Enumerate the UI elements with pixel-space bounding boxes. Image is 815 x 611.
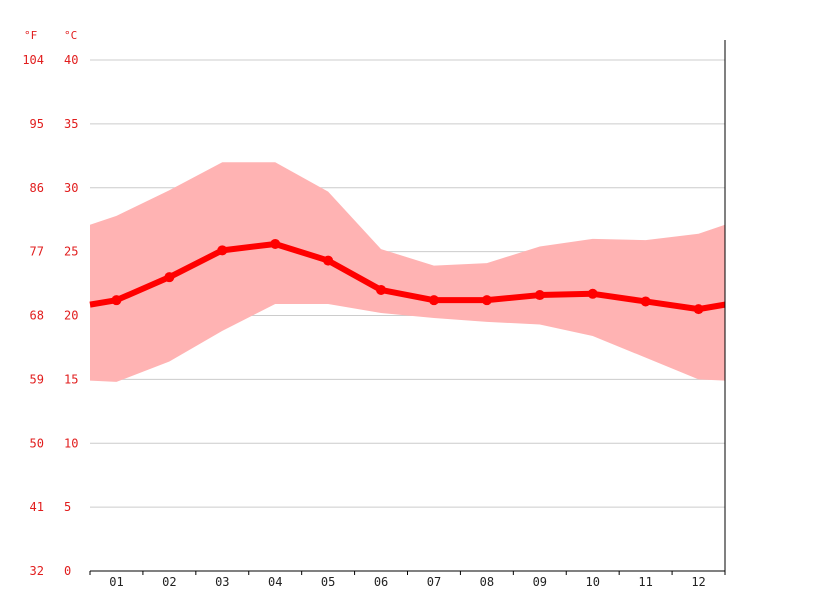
average-temperature-point: [111, 295, 122, 306]
average-temperature-point: [323, 255, 334, 266]
x-tick-month: 07: [427, 575, 441, 589]
y-tick-fahrenheit: 104: [22, 53, 44, 67]
x-tick-month: 02: [162, 575, 176, 589]
average-temperature-point: [693, 304, 704, 315]
x-tick-month: 04: [268, 575, 282, 589]
x-tick-month: 10: [585, 575, 599, 589]
average-temperature-line: [89, 240, 726, 313]
x-tick-month: 03: [215, 575, 229, 589]
y-tick-fahrenheit: 77: [30, 245, 44, 259]
average-temperature-point: [587, 288, 598, 299]
y-tick-celsius: 0: [64, 564, 71, 578]
x-tick-month: 12: [691, 575, 705, 589]
y-tick-celsius: 35: [64, 117, 78, 131]
x-tick-month: 11: [638, 575, 652, 589]
average-temperature-point: [640, 296, 651, 307]
average-temperature-point: [534, 290, 545, 301]
y-tick-fahrenheit: 59: [30, 372, 44, 386]
average-temperature-point: [376, 284, 387, 295]
celsius-unit-label: °C: [64, 29, 77, 42]
y-tick-celsius: 25: [64, 245, 78, 259]
average-temperature-points: [111, 238, 704, 315]
x-tick-month: 09: [533, 575, 547, 589]
y-tick-celsius: 40: [64, 53, 78, 67]
y-tick-fahrenheit: 50: [30, 436, 44, 450]
y-tick-celsius: 5: [64, 500, 71, 514]
y-tick-celsius: 20: [64, 309, 78, 323]
average-temperature-point: [217, 245, 228, 256]
y-tick-celsius: 30: [64, 181, 78, 195]
x-axis: 01 02 03 04 05 06 07 08 09 10 11 12: [89, 570, 726, 589]
y-tick-fahrenheit: 86: [30, 181, 44, 195]
y-axis-ticks: 104 40 95 35 86 30 77 25 68 20 59 15 50 10 41 5 32 0: [22, 53, 78, 578]
x-tick-month: 01: [109, 575, 123, 589]
y-tick-celsius: 15: [64, 372, 78, 386]
y-tick-fahrenheit: 41: [30, 500, 44, 514]
x-tick-month: 06: [374, 575, 388, 589]
average-temperature-point: [164, 272, 175, 283]
y-tick-fahrenheit: 95: [30, 117, 44, 131]
average-temperature-point: [428, 295, 439, 306]
fahrenheit-unit-label: °F: [24, 29, 37, 42]
x-tick-month: 08: [480, 575, 494, 589]
y-tick-fahrenheit: 68: [30, 309, 44, 323]
average-temperature-point: [270, 238, 281, 249]
y-tick-fahrenheit: 32: [30, 564, 44, 578]
y-tick-celsius: 10: [64, 436, 78, 450]
x-tick-month: 05: [321, 575, 335, 589]
temperature-range-band: [90, 162, 725, 382]
average-temperature-point: [481, 295, 492, 306]
